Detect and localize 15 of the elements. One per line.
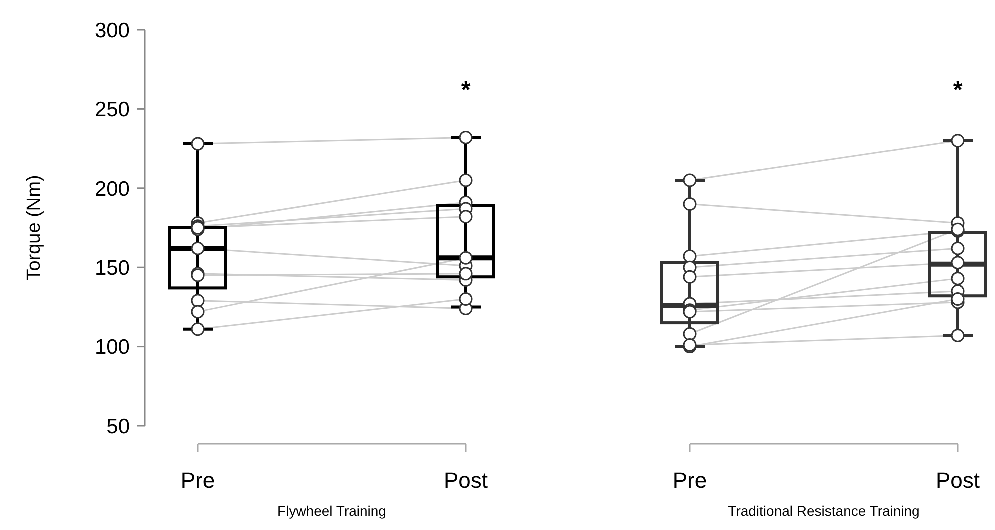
y-tick-label: 100 (94, 336, 130, 360)
y-axis-title: Torque (Nm) (24, 175, 45, 281)
x-tick-label: Post (444, 468, 488, 493)
y-tick-label: 50 (106, 415, 130, 438)
y-tick-label: 250 (94, 98, 130, 122)
x-axis-title: Traditional Resistance Training (728, 503, 920, 519)
y-tick-label: 300 (94, 19, 130, 42)
x-tick-label: Post (936, 468, 980, 493)
annotation: * (953, 77, 964, 104)
x-tick-label: Pre (180, 468, 216, 493)
annotation: * (461, 77, 472, 104)
y-tick-label: 150 (94, 256, 130, 280)
x-tick-label: Pre (672, 468, 708, 493)
y-tick-label: 200 (94, 178, 130, 201)
x-axis-title: Flywheel Training (278, 503, 386, 519)
